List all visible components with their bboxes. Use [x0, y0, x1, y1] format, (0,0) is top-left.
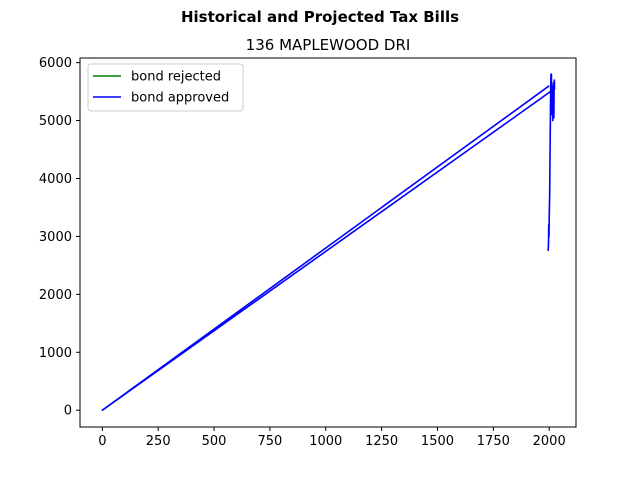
chart-title: Historical and Projected Tax Bills	[181, 8, 459, 26]
y-tick-label: 6000	[39, 56, 72, 71]
y-tick-label: 3000	[39, 230, 72, 245]
x-tick-label: 1000	[309, 434, 342, 449]
y-tick-label: 1000	[39, 346, 72, 361]
y-tick-label: 0	[64, 404, 72, 419]
x-tick-label: 0	[98, 434, 106, 449]
y-axis: 0 1000 2000 3000 4000 5000 6000	[39, 56, 80, 419]
axes-frame	[79, 57, 577, 428]
y-tick-label: 5000	[39, 114, 72, 129]
x-tick-label: 2000	[533, 434, 566, 449]
x-tick-label: 1500	[421, 434, 454, 449]
y-tick-label: 2000	[39, 288, 72, 303]
legend: bond rejected bond approved	[87, 63, 244, 112]
x-tick-label: 250	[146, 434, 171, 449]
x-tick-label: 1250	[365, 434, 398, 449]
x-tick-label: 500	[202, 434, 227, 449]
y-tick-label: 4000	[39, 172, 72, 187]
x-axis: 0 250 500 750 1000 1250 1500 1750 2000	[98, 427, 566, 449]
chart-subtitle: 136 MAPLEWOOD DRI	[246, 36, 411, 54]
x-tick-label: 750	[257, 434, 282, 449]
series-line-bond-approved	[101, 73, 556, 412]
x-tick-label: 1750	[477, 434, 510, 449]
legend-box	[87, 63, 244, 112]
legend-label: bond approved	[131, 91, 229, 106]
legend-label: bond rejected	[131, 70, 221, 85]
plot-area	[79, 57, 577, 428]
